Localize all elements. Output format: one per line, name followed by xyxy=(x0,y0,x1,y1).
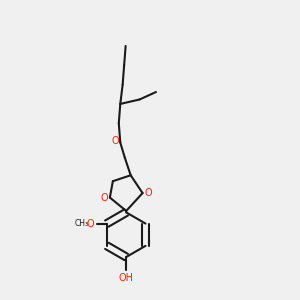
Text: O: O xyxy=(144,188,152,198)
Text: O: O xyxy=(87,219,94,229)
Text: O: O xyxy=(101,193,108,202)
Text: O: O xyxy=(111,136,119,146)
Text: CH₃: CH₃ xyxy=(75,219,89,228)
Text: OH: OH xyxy=(119,273,134,283)
